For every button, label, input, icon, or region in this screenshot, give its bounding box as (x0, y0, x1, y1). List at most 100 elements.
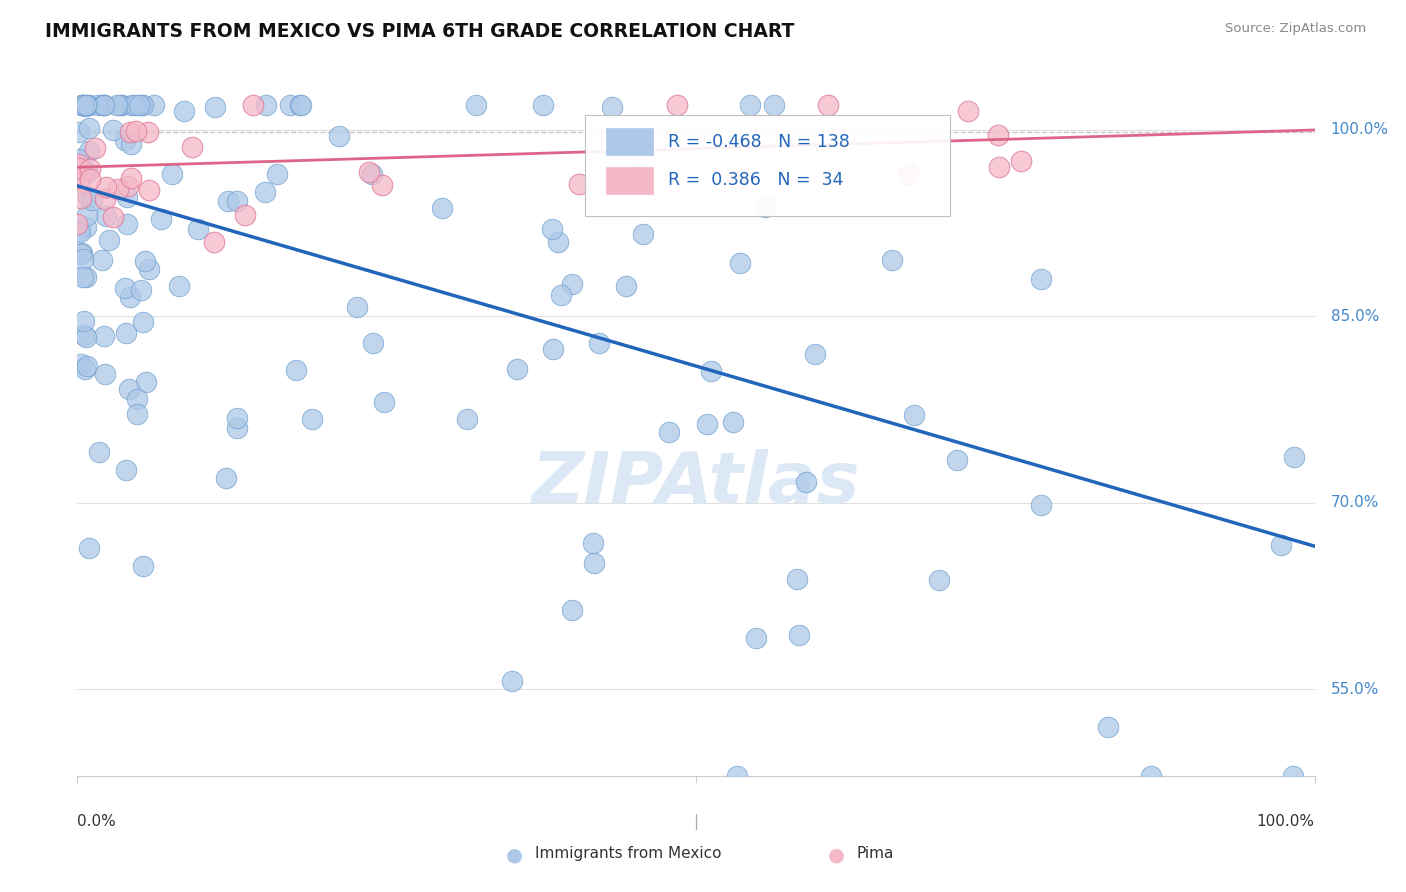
Point (160, 167, 183, 181)
Point (121, 98, 143, 112)
Point (69, 191, 91, 205)
Point (550, 287, 572, 301)
Point (430, 201, 453, 215)
Point (67, 173, 90, 187)
Text: Source: ZipAtlas.com: Source: ZipAtlas.com (1226, 22, 1367, 36)
Text: IMMIGRANTS FROM MEXICO VS PIMA 6TH GRADE CORRELATION CHART: IMMIGRANTS FROM MEXICO VS PIMA 6TH GRADE… (45, 22, 794, 41)
Point (73, 98, 96, 112)
Point (804, 347, 827, 361)
Point (120, 137, 142, 152)
Point (1010, 153, 1032, 168)
Point (278, 98, 301, 112)
Point (582, 556, 605, 570)
Point (359, 165, 381, 179)
Point (817, 98, 839, 112)
Text: Immigrants from Mexico: Immigrants from Mexico (536, 846, 721, 861)
Point (114, 133, 136, 147)
Point (616, 279, 638, 293)
Bar (606, 168, 652, 194)
Point (93, 98, 115, 112)
Point (226, 194, 249, 208)
Point (725, 172, 748, 186)
Point (124, 98, 146, 112)
Point (588, 335, 610, 350)
Point (72, 98, 94, 112)
Point (132, 315, 155, 329)
Point (987, 128, 1010, 142)
Point (169, 279, 191, 293)
Point (84, 141, 107, 155)
Point (77, 121, 100, 136)
Point (988, 161, 1011, 175)
Point (90, 252, 112, 267)
Text: 70.0%: 70.0% (1330, 495, 1379, 510)
Point (75, 362, 97, 376)
Point (69, 161, 91, 175)
Point (880, 253, 903, 268)
Point (120, 125, 142, 139)
Point (67, 157, 90, 171)
Point (754, 200, 776, 214)
Text: 100.0%: 100.0% (1330, 122, 1389, 137)
Text: ●: ● (506, 846, 523, 864)
Point (1270, 538, 1292, 552)
Point (75, 98, 97, 112)
Point (253, 185, 276, 199)
Point (115, 463, 138, 477)
Point (94, 368, 117, 382)
Point (105, 98, 128, 112)
Point (728, 256, 751, 270)
Point (568, 177, 591, 191)
Point (666, 98, 689, 112)
Point (142, 98, 165, 112)
Point (187, 222, 209, 236)
Point (72, 270, 94, 285)
Point (67, 224, 90, 238)
Text: |: | (693, 814, 699, 830)
Point (631, 227, 654, 242)
Point (696, 417, 718, 432)
Point (631, 167, 654, 181)
Point (226, 411, 249, 425)
Point (72, 98, 94, 112)
Text: 55.0%: 55.0% (1330, 681, 1379, 697)
Point (115, 217, 138, 231)
Point (117, 382, 139, 396)
Point (76, 190, 98, 204)
Point (721, 416, 744, 430)
Point (328, 129, 350, 144)
Point (115, 326, 138, 340)
Point (70, 98, 93, 112)
Point (115, 190, 138, 204)
Text: Pima: Pima (856, 846, 894, 861)
Point (67, 125, 90, 139)
Point (361, 335, 384, 350)
Point (107, 182, 129, 196)
Point (700, 364, 723, 378)
Point (76, 208, 98, 222)
Point (77, 144, 100, 158)
Text: R = -0.468   N = 138: R = -0.468 N = 138 (668, 133, 849, 151)
Point (738, 98, 761, 112)
Point (582, 536, 605, 550)
Point (120, 171, 142, 186)
Point (79, 171, 101, 186)
Point (103, 210, 125, 224)
Point (135, 375, 157, 389)
Point (76, 359, 98, 373)
Point (957, 103, 980, 118)
Point (87, 98, 110, 112)
Point (111, 98, 134, 112)
Point (75, 330, 97, 344)
Point (242, 98, 264, 112)
Point (373, 395, 395, 409)
Point (98, 233, 121, 247)
Point (70, 245, 93, 260)
Point (69, 225, 91, 239)
Point (456, 412, 478, 426)
Point (72, 98, 94, 112)
Point (96, 209, 118, 223)
Point (1282, 769, 1305, 783)
Point (129, 283, 152, 297)
Point (290, 98, 312, 112)
